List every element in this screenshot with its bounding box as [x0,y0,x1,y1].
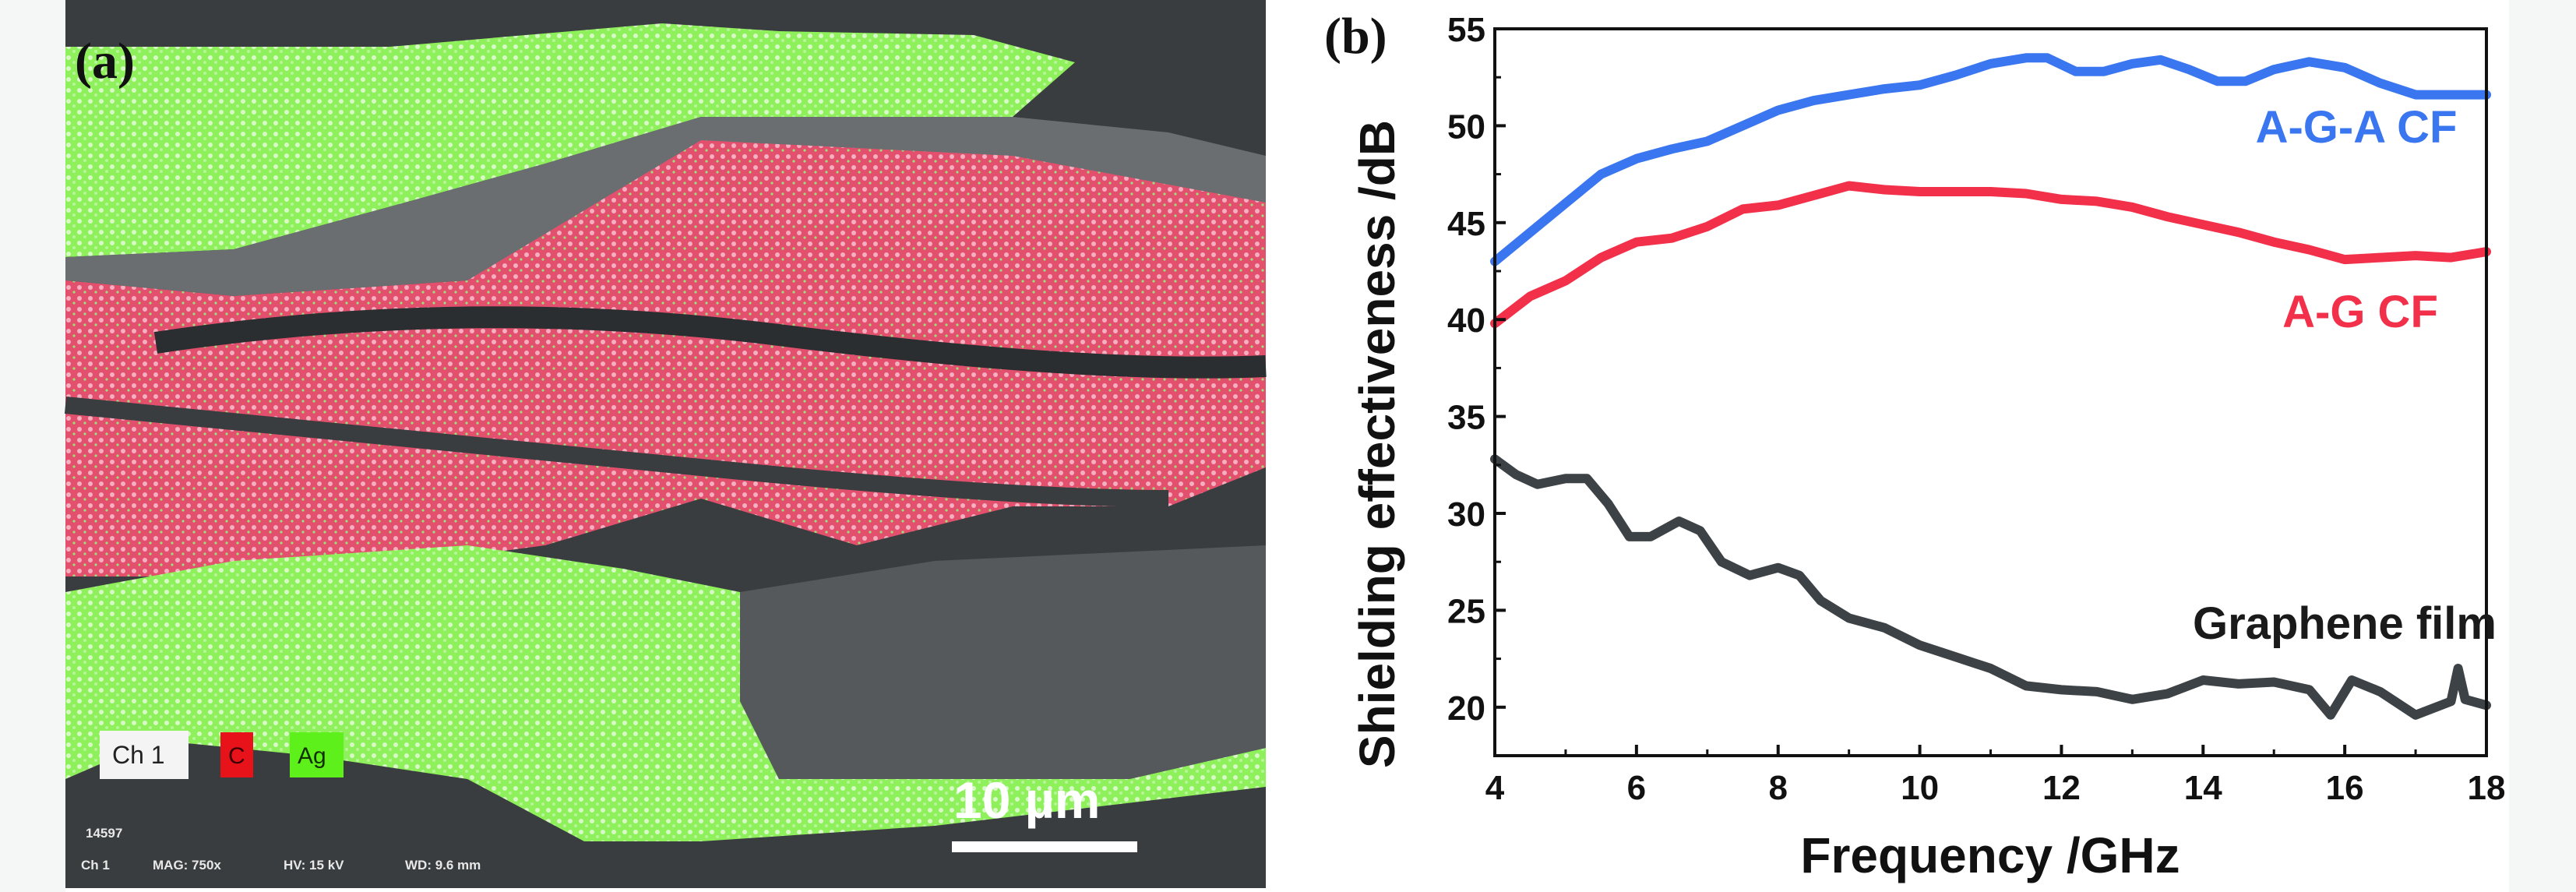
x-tick-label: 12 [2042,769,2081,807]
sem-working-distance: WD: 9.6 mm [405,858,481,873]
dark-streak [64,397,1169,507]
x-tick-label: 16 [2326,769,2364,807]
x-tick-label: 6 [1627,769,1646,807]
x-axis-label: Frequency /GHz [1800,827,2180,883]
series-label: Graphene film [2193,598,2497,649]
sem-magnification: MAG: 750x [153,858,221,873]
margin-right [2509,0,2576,892]
series-label: A-G CF [2282,287,2438,337]
series-labels: A-G-A CF A-G CF Graphene film [2193,102,2497,649]
y-tick-label: 40 [1447,301,1485,340]
series-line-a-g-a-cf [1490,53,2491,266]
dark-streak [153,306,1267,379]
legend-c-swatch [220,732,253,777]
plot-frame [1493,27,2488,757]
y-tick-label: 45 [1447,205,1485,243]
x-tick-label: 4 [1485,769,1505,807]
sem-lower-right [740,545,1266,779]
c-region-center [65,140,1266,576]
legend-channel-box [100,731,189,779]
legend-ag-swatch [290,732,344,777]
y-axis-label: Shielding effectiveness /dB [1349,120,1405,768]
x-tick-label: 14 [2184,769,2222,807]
scale-bar-label: 10 µm [953,771,1100,829]
scale-bar [952,841,1137,852]
panel-a-tag: (a) [75,33,135,90]
y-tick-label: 50 [1447,108,1485,146]
sem-image-id: 14597 [86,826,122,841]
y-tick-label: 25 [1447,592,1485,630]
series-layer [1490,53,2491,720]
ag-region-top [65,23,1075,257]
x-tick-label: 8 [1768,769,1787,807]
sem-channel: Ch 1 [81,858,110,873]
sem-high-voltage: HV: 15 kV [284,858,344,873]
y-tick-label: 30 [1447,495,1485,534]
y-tick-label: 35 [1447,399,1485,437]
y-tick-label: 20 [1447,689,1485,728]
panel-b-tag: (b) [1324,8,1387,65]
series-line-graphene-film [1490,454,2491,720]
series-label: A-G-A CF [2256,102,2458,153]
legend-ag-label: Ag [298,743,326,769]
legend-channel-label: Ch 1 [112,741,165,769]
x-tick-label: 18 [2468,769,2506,807]
ag-region-bottom [65,545,1266,841]
ticks-layer: 4 6 8 10 12 14 16 18 20 25 30 35 40 45 50 55 [1447,11,2505,807]
eds-map-panel: (a) Ch 1 C Ag 10 µm 14597 Ch 1 MAG: 750x… [64,0,1267,888]
series-line-a-g-cf [1490,181,2491,329]
margin-left [0,0,65,892]
x-tick-label: 10 [1901,769,1939,807]
legend-c-label: C [228,743,245,769]
y-tick-label: 55 [1447,11,1485,49]
